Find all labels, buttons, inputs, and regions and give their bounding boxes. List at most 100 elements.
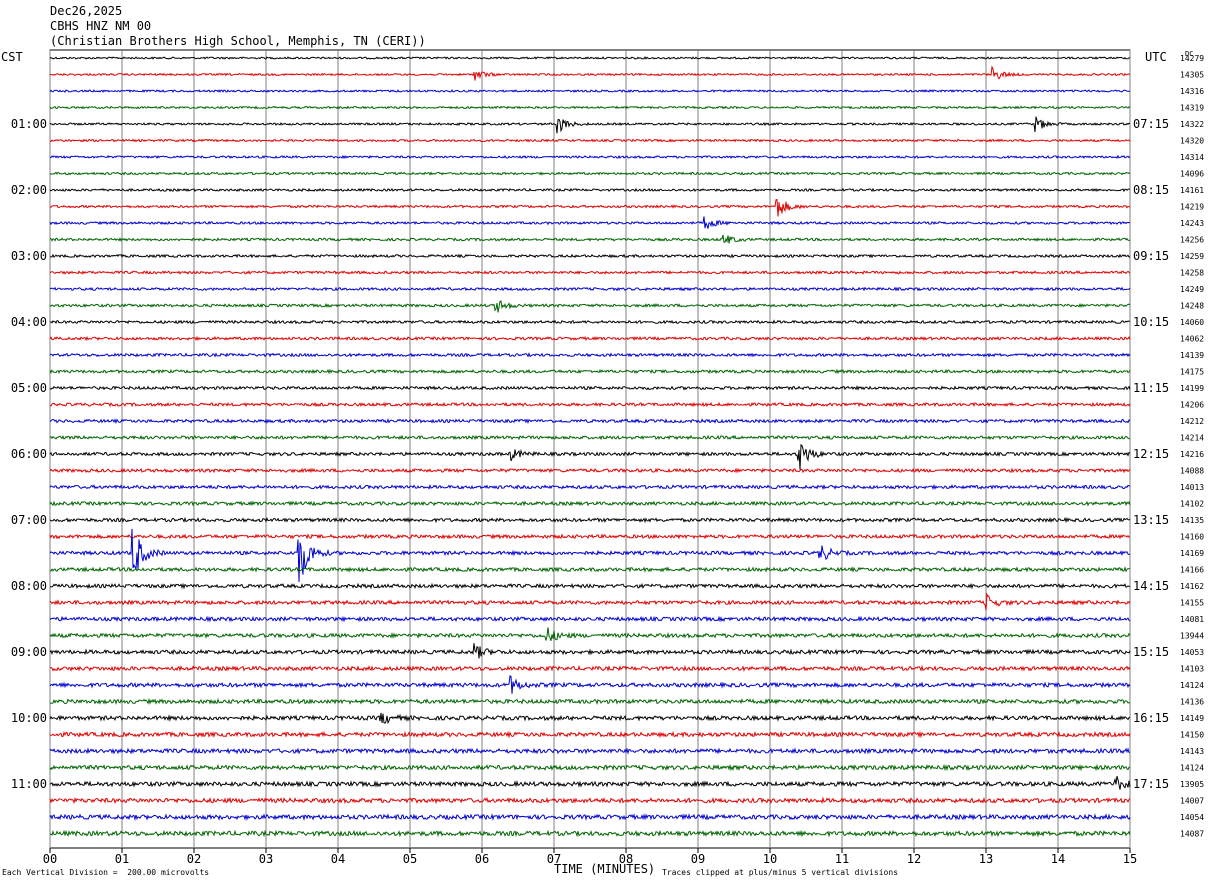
right-hour-label: 10:15 [1133, 315, 1169, 329]
trace-23 [49, 434, 1131, 441]
dc-offset-label: 14256 [1180, 236, 1204, 245]
trace-27 [49, 500, 1131, 507]
dc-offset-label: 14081 [1180, 615, 1204, 624]
trace-18 [49, 352, 1131, 358]
dc-offset-label: 14135 [1180, 516, 1204, 525]
trace-19 [49, 368, 1131, 375]
right-hour-label: 14:15 [1133, 579, 1169, 593]
dc-offset-label: 14216 [1180, 450, 1204, 459]
left-hour-label: 01:00 [11, 117, 47, 131]
trace-3 [49, 105, 1131, 110]
right-hour-label: 09:15 [1133, 249, 1169, 263]
x-tick-label: 02 [187, 852, 201, 866]
dc-offset-label: 14169 [1180, 549, 1204, 558]
dc-offset-label: 14175 [1180, 368, 1204, 377]
dc-offset-label: 14149 [1180, 714, 1204, 723]
trace-38 [49, 675, 1131, 694]
trace-47 [49, 829, 1131, 838]
trace-16 [49, 319, 1131, 325]
dc-offset-label: 14087 [1180, 830, 1204, 839]
right-hour-label: 11:15 [1133, 381, 1169, 395]
dc-offset-label: 14258 [1180, 269, 1204, 278]
x-tick-label: 04 [331, 852, 345, 866]
trace-10 [49, 216, 1131, 229]
clip-note: Traces clipped at plus/minus 5 vertical … [662, 868, 899, 877]
trace-26 [49, 483, 1131, 491]
station-location: (Christian Brothers High School, Memphis… [50, 34, 426, 48]
dc-offset-label: 14314 [1180, 153, 1204, 162]
right-hour-label: 08:15 [1133, 183, 1169, 197]
trace-17 [49, 335, 1131, 342]
plot-frame [49, 49, 1131, 849]
dc-offset-label: 14212 [1180, 417, 1204, 426]
dc-offset-label: 14007 [1180, 797, 1204, 806]
trace-31 [49, 566, 1131, 573]
trace-36 [49, 643, 1131, 659]
dc-offset-label: 14199 [1180, 384, 1204, 393]
x-tick-label: 07 [547, 852, 561, 866]
x-tick-label: 08 [619, 852, 633, 866]
left-hour-label: 05:00 [11, 381, 47, 395]
dc-offset-label: 14162 [1180, 582, 1204, 591]
dc-offset-label: 14088 [1180, 467, 1204, 476]
dc-offset-label: 13944 [1180, 632, 1204, 641]
left-hour-label: 10:00 [11, 711, 47, 725]
trace-9 [49, 199, 1131, 217]
dc-offset-label: 14243 [1180, 219, 1204, 228]
trace-45 [49, 796, 1131, 805]
dc-offset-label: 14322 [1180, 120, 1204, 129]
dc-offset-label: 14155 [1180, 599, 1204, 608]
left-hour-label: 11:00 [11, 777, 47, 791]
trace-21 [49, 401, 1131, 408]
x-axis-title: TIME (MINUTES) [554, 862, 656, 876]
plot-date: Dec26,2025 [50, 4, 123, 18]
trace-0 [49, 56, 1131, 60]
x-tick-label: 12 [907, 852, 921, 866]
left-hour-label: 02:00 [11, 183, 47, 197]
trace-25 [49, 467, 1131, 474]
trace-15 [49, 300, 1131, 313]
trace-42 [49, 747, 1131, 755]
dc-offset-label: 14249 [1180, 285, 1204, 294]
dc-offset-label: 14054 [1180, 813, 1204, 822]
x-tick-label: 00 [43, 852, 57, 866]
right-hour-label: 13:15 [1133, 513, 1169, 527]
x-tick-label: 11 [835, 852, 849, 866]
trace-34 [49, 615, 1131, 623]
trace-33 [49, 592, 1131, 611]
left-hour-label: 04:00 [11, 315, 47, 329]
trace-29 [49, 533, 1131, 540]
left-hour-label: 07:00 [11, 513, 47, 527]
trace-6 [49, 154, 1131, 160]
trace-14 [49, 286, 1131, 292]
trace-35 [49, 627, 1131, 641]
dc-offset-label: 14062 [1180, 335, 1204, 344]
x-tick-label: 03 [259, 852, 273, 866]
trace-20 [49, 385, 1131, 391]
trace-1 [49, 65, 1131, 81]
right-timezone-label: UTC [1145, 50, 1167, 64]
dc-offset-label: 14150 [1180, 731, 1204, 740]
dc-offset-label: 14248 [1180, 302, 1204, 311]
trace-28 [49, 516, 1131, 524]
x-tick-label: 15 [1123, 852, 1137, 866]
trace-32 [49, 582, 1131, 590]
dc-offset-label: 14160 [1180, 533, 1204, 542]
dc-offset-label: 14124 [1180, 681, 1204, 690]
trace-30 [49, 528, 1130, 583]
x-tick-label: 05 [403, 852, 417, 866]
trace-12 [49, 253, 1131, 259]
x-tick-label: 10 [763, 852, 777, 866]
trace-46 [49, 813, 1131, 822]
dc-offset-label: 14259 [1180, 252, 1204, 261]
x-tick-label: 14 [1051, 852, 1065, 866]
dc-offset-label: 14143 [1180, 747, 1204, 756]
trace-2 [49, 89, 1130, 93]
x-tick-label: 13 [979, 852, 993, 866]
right-hour-label: 17:15 [1133, 777, 1169, 791]
trace-40 [49, 712, 1131, 725]
dc-offset-label: 14219 [1180, 203, 1204, 212]
dc-offset-label: 14102 [1180, 500, 1204, 509]
dc-offset-label: 14206 [1180, 401, 1204, 410]
